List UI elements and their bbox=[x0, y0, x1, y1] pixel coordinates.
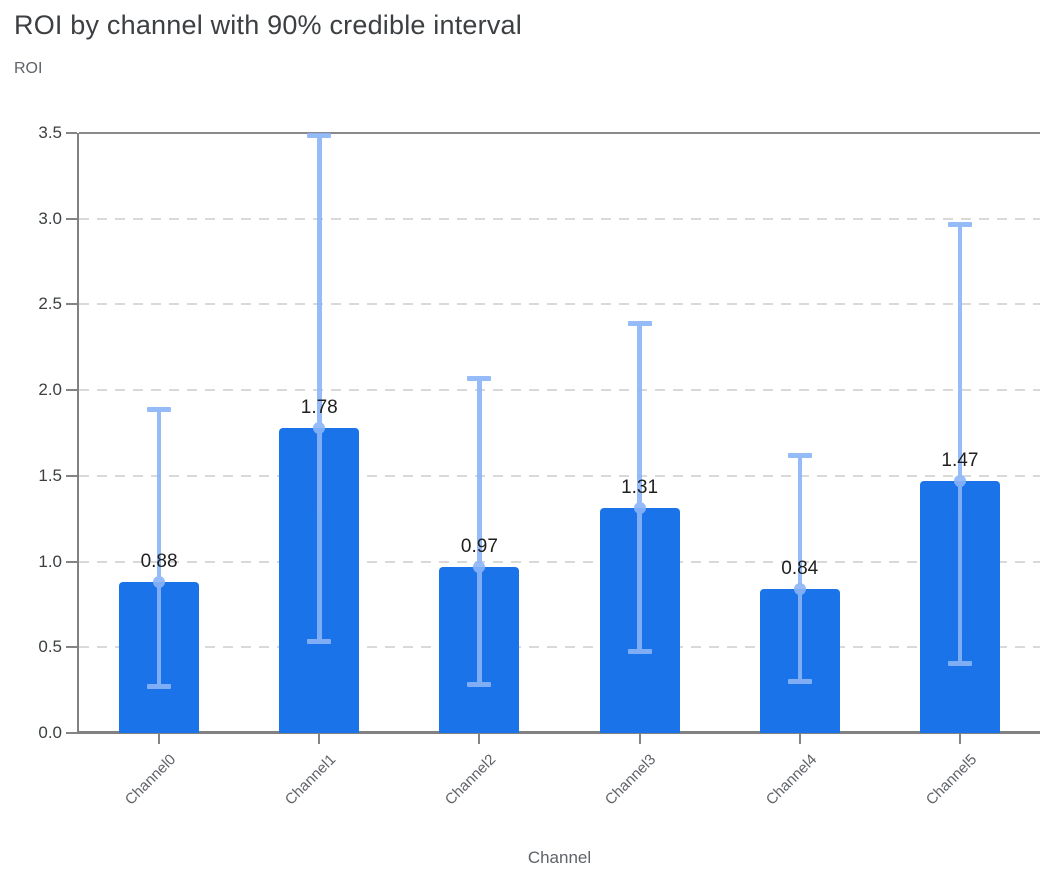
plot-area bbox=[79, 132, 1040, 733]
y-tick-label: 3.0 bbox=[38, 208, 62, 228]
x-tick-label: Channel1 bbox=[281, 751, 340, 809]
x-tick-mark bbox=[638, 734, 641, 744]
mean-marker bbox=[633, 502, 646, 515]
mean-marker bbox=[793, 583, 806, 595]
mean-marker bbox=[313, 421, 326, 434]
y-tick-mark bbox=[66, 646, 77, 649]
error-bar-line bbox=[797, 455, 802, 682]
y-tick-label: 1.0 bbox=[38, 551, 62, 571]
y-tick-mark bbox=[66, 474, 77, 477]
error-bar-cap-bottom bbox=[467, 682, 492, 687]
x-tick-mark bbox=[958, 734, 961, 744]
error-bar-cap-top bbox=[947, 221, 972, 227]
error-bar-cap-bottom bbox=[307, 639, 332, 645]
bar-value-label: 1.78 bbox=[300, 396, 338, 418]
x-tick-mark bbox=[478, 734, 481, 744]
y-tick-mark bbox=[66, 217, 77, 220]
error-bar-cap-top bbox=[467, 376, 492, 382]
gridline bbox=[79, 389, 1040, 392]
x-tick-mark bbox=[798, 734, 801, 744]
y-tick-mark bbox=[66, 389, 77, 392]
y-tick-label: 0.0 bbox=[38, 723, 62, 742]
mean-marker bbox=[153, 576, 166, 589]
y-tick-label: 0.5 bbox=[38, 637, 62, 657]
error-bar-cap-top bbox=[787, 453, 812, 459]
y-tick-label: 1.5 bbox=[38, 465, 62, 485]
gridline bbox=[79, 303, 1040, 306]
y-tick-mark bbox=[66, 732, 77, 734]
error-bar-line bbox=[637, 323, 642, 653]
x-tick-label: Channel2 bbox=[441, 751, 500, 809]
y-tick-mark bbox=[66, 303, 77, 306]
bar-value-label: 0.88 bbox=[140, 551, 178, 573]
x-axis-title: Channel bbox=[527, 848, 592, 867]
x-axis-line bbox=[77, 731, 1040, 734]
error-bar-cap-bottom bbox=[147, 683, 172, 689]
x-tick-label: Channel0 bbox=[121, 751, 180, 809]
chart-title: ROI by channel with 90% credible interva… bbox=[14, 10, 522, 40]
y-axis-line bbox=[77, 133, 79, 734]
error-bar-cap-bottom bbox=[627, 649, 652, 655]
bar-value-label: 0.97 bbox=[460, 535, 498, 557]
bar-value-label: 1.31 bbox=[621, 477, 659, 499]
x-tick-mark bbox=[158, 734, 161, 744]
y-tick-label: 2.5 bbox=[38, 294, 62, 314]
mean-marker bbox=[953, 475, 966, 487]
error-bar-cap-bottom bbox=[787, 678, 812, 684]
error-bar-line bbox=[957, 223, 963, 665]
error-bar-cap-top bbox=[147, 407, 172, 412]
gridline bbox=[79, 560, 1040, 563]
y-tick-mark bbox=[66, 132, 77, 134]
error-bar-cap-top bbox=[307, 132, 332, 138]
error-bar-cap-top bbox=[627, 321, 652, 327]
x-tick-label: Channel3 bbox=[602, 751, 660, 809]
y-tick-label: 2.0 bbox=[38, 380, 62, 400]
plot-top-border bbox=[79, 132, 1040, 134]
gridline bbox=[79, 217, 1040, 220]
x-tick-mark bbox=[318, 734, 321, 744]
y-tick-mark bbox=[66, 560, 77, 563]
x-tick-label: Channel5 bbox=[922, 751, 980, 809]
error-bar-line bbox=[317, 134, 322, 643]
mean-marker bbox=[473, 560, 486, 573]
error-bar-line bbox=[156, 409, 162, 687]
y-tick-label: 3.5 bbox=[38, 123, 62, 142]
error-bar-line bbox=[477, 378, 482, 685]
x-tick-label: Channel4 bbox=[762, 751, 820, 809]
error-bar-cap-bottom bbox=[947, 661, 972, 667]
y-axis-caption: ROI bbox=[14, 60, 43, 77]
bar-value-label: 1.47 bbox=[941, 450, 979, 471]
bar-value-label: 0.84 bbox=[781, 558, 819, 579]
gridline bbox=[79, 646, 1040, 649]
gridline bbox=[79, 474, 1040, 477]
